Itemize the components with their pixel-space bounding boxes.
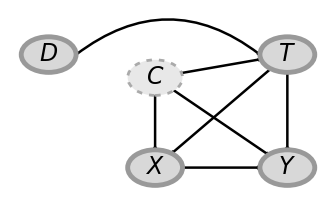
Text: $C$: $C$	[146, 66, 164, 89]
Circle shape	[128, 60, 182, 95]
Circle shape	[260, 150, 315, 185]
Circle shape	[21, 37, 76, 72]
Circle shape	[260, 37, 315, 72]
FancyArrowPatch shape	[287, 72, 288, 148]
Text: $X$: $X$	[145, 156, 165, 179]
FancyArrowPatch shape	[154, 95, 156, 148]
FancyArrowPatch shape	[76, 19, 259, 54]
FancyArrowPatch shape	[174, 90, 267, 154]
FancyArrowPatch shape	[182, 167, 258, 169]
FancyArrowPatch shape	[173, 69, 271, 153]
Text: $D$: $D$	[39, 43, 58, 66]
FancyArrowPatch shape	[181, 59, 259, 73]
Text: $Y$: $Y$	[278, 156, 296, 179]
Circle shape	[128, 150, 182, 185]
Text: $T$: $T$	[278, 43, 296, 66]
